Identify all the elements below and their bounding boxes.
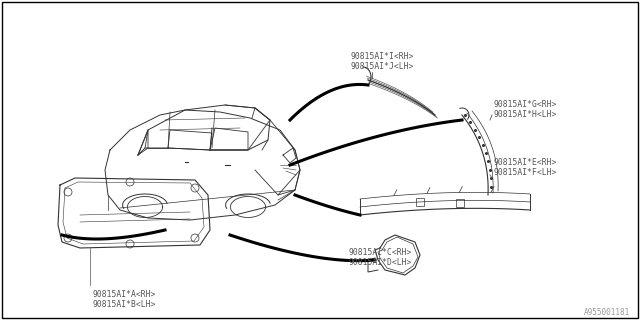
Text: 90815AI*H<LH>: 90815AI*H<LH> xyxy=(493,110,556,119)
Text: A955001181: A955001181 xyxy=(584,308,630,317)
Text: 90815AI*F<LH>: 90815AI*F<LH> xyxy=(493,168,556,177)
Text: 90815AI*A<RH>: 90815AI*A<RH> xyxy=(92,290,156,299)
Text: 90815AI*G<RH>: 90815AI*G<RH> xyxy=(493,100,556,109)
Text: 90815AI*D<LH>: 90815AI*D<LH> xyxy=(348,258,412,267)
Text: 90815AI*J<LH>: 90815AI*J<LH> xyxy=(350,62,413,71)
Text: 90815AI*E<RH>: 90815AI*E<RH> xyxy=(493,158,556,167)
Text: 90815AI*B<LH>: 90815AI*B<LH> xyxy=(92,300,156,309)
Bar xyxy=(416,198,424,206)
Bar xyxy=(456,199,464,207)
Text: 90815AI*C<RH>: 90815AI*C<RH> xyxy=(348,248,412,257)
Text: 90815AI*I<RH>: 90815AI*I<RH> xyxy=(350,52,413,61)
